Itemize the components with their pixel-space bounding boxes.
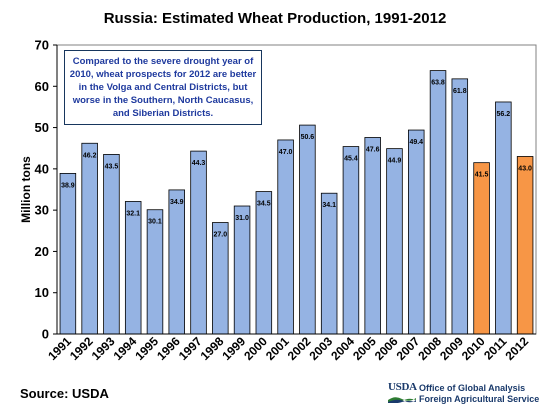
data-label-2009: 61.8	[453, 88, 467, 95]
data-label-2012: 43.0	[518, 165, 532, 172]
data-label-2006: 44.9	[388, 158, 402, 165]
x-tick-label-2010: 2010	[459, 334, 488, 363]
agency-line-service: Foreign Agricultural Service	[419, 394, 540, 404]
y-tick-label: 70	[35, 38, 49, 53]
y-axis-title: Million tons	[19, 156, 33, 223]
data-label-1991: 38.9	[61, 182, 75, 189]
data-label-2004: 45.4	[344, 156, 358, 163]
bar-2010	[473, 162, 490, 335]
data-label-2005: 47.6	[366, 146, 380, 153]
data-label-1992: 46.2	[83, 152, 97, 159]
data-label-1997: 44.3	[192, 160, 206, 167]
x-tick-label-2000: 2000	[241, 334, 270, 363]
bar-2011	[495, 101, 512, 335]
data-label-1994: 32.1	[126, 210, 140, 217]
data-label-2003: 34.1	[322, 202, 336, 209]
bar-2001	[277, 139, 294, 335]
data-label-2000: 34.5	[257, 201, 271, 208]
x-tick-label-1994: 1994	[111, 334, 140, 363]
data-label-2008: 63.8	[431, 80, 445, 87]
source-label: Source: USDA	[20, 386, 109, 401]
x-tick-label-2003: 2003	[306, 334, 335, 363]
bar-2000	[255, 191, 273, 335]
y-tick-label: 0	[42, 327, 49, 342]
y-tick-label: 20	[35, 244, 49, 259]
x-tick-label-1995: 1995	[132, 334, 161, 363]
data-label-2002: 50.6	[301, 134, 315, 141]
y-tick-label: 30	[35, 203, 49, 218]
x-tick-label-1996: 1996	[154, 334, 183, 363]
bar-2008	[429, 70, 447, 335]
y-tick-label: 40	[35, 161, 49, 176]
bar-2004	[342, 146, 360, 335]
data-label-1993: 43.5	[105, 163, 119, 170]
bar-2009	[451, 78, 469, 335]
chart-title: Russia: Estimated Wheat Production, 1991…	[103, 10, 447, 27]
bar-1997	[190, 150, 207, 335]
bar-2003	[320, 192, 338, 335]
bar-1992	[81, 142, 98, 335]
bar-1991	[59, 172, 77, 335]
x-tick-label-2011: 2011	[481, 334, 510, 363]
chart-plot: 0 10 20 30 40 50 60 70 Million tons 38.9 1991 46.2 1…	[19, 38, 537, 363]
x-tick-label-1999: 1999	[219, 334, 248, 363]
x-tick-label-2002: 2002	[285, 334, 314, 363]
data-label-1998: 27.0	[213, 232, 227, 239]
x-tick-label-2009: 2009	[437, 334, 466, 363]
data-label-1999: 31.0	[235, 215, 249, 222]
usda-logo: USDA	[388, 381, 417, 403]
data-label-1995: 30.1	[148, 219, 162, 226]
bar-1998	[212, 222, 229, 335]
x-tick-label-2012: 2012	[502, 334, 531, 363]
bar-1993	[103, 154, 120, 335]
usda-logo-text: USDA	[388, 381, 417, 393]
bar-1999	[233, 205, 251, 335]
x-tick-label-2005: 2005	[350, 334, 379, 363]
data-label-1996: 34.9	[170, 199, 184, 206]
x-tick-label-1998: 1998	[198, 334, 227, 363]
x-tick-label-2007: 2007	[394, 334, 423, 363]
x-tick-label-1997: 1997	[176, 334, 205, 363]
bar-2012	[516, 156, 534, 335]
bar-2007	[408, 129, 425, 335]
chart-annotation: Compared to the severe drought year of 2…	[64, 50, 262, 125]
agency-line-office: Office of Global Analysis	[419, 383, 526, 393]
bar-1995	[146, 209, 164, 335]
bar-1996	[168, 189, 185, 335]
x-tick-label-2004: 2004	[328, 334, 357, 363]
bar-1994	[124, 201, 142, 335]
y-tick-label: 10	[35, 285, 49, 300]
y-tick-label: 50	[35, 120, 49, 135]
data-label-2010: 41.5	[475, 172, 489, 179]
x-tick-label-1993: 1993	[89, 334, 118, 363]
bar-2002	[299, 124, 316, 335]
data-label-2001: 47.0	[279, 149, 293, 156]
data-label-2011: 56.2	[497, 111, 511, 118]
x-tick-label-2001: 2001	[263, 334, 292, 363]
bar-2006	[386, 148, 403, 335]
data-label-2007: 49.4	[409, 139, 423, 146]
y-tick-label: 60	[35, 79, 49, 94]
bar-2005	[364, 137, 381, 335]
x-tick-label-2006: 2006	[372, 334, 401, 363]
x-tick-label-1991: 1991	[45, 334, 74, 363]
x-tick-label-1992: 1992	[67, 334, 96, 363]
usda-hills-icon	[388, 397, 416, 403]
x-tick-label-2008: 2008	[415, 334, 444, 363]
